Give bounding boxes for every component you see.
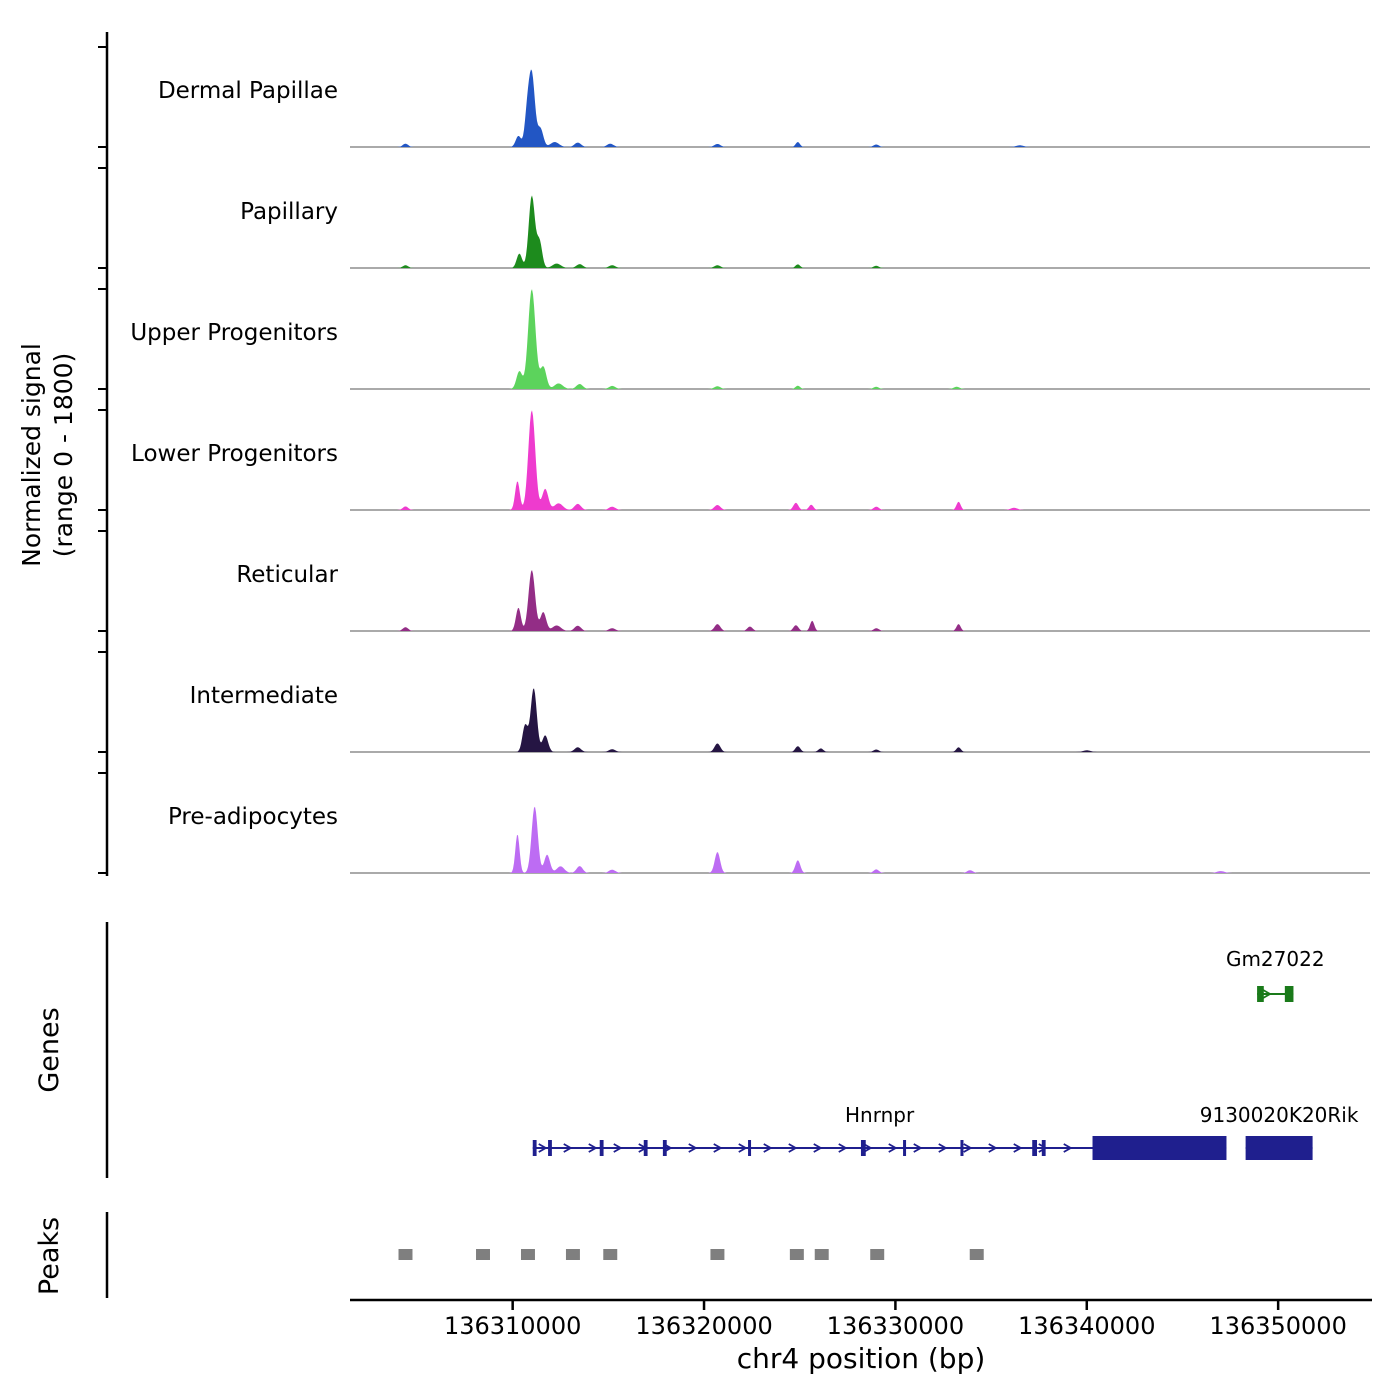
x-tick-label: 136340000 <box>1018 1312 1155 1340</box>
peak-box <box>398 1249 413 1260</box>
exon <box>1041 1140 1046 1156</box>
strand-arrow-icon <box>713 1143 723 1153</box>
signal-track: Intermediate <box>190 683 1370 753</box>
peak-box <box>476 1249 490 1260</box>
exon <box>860 1140 866 1156</box>
strand-arrow-icon <box>688 1143 698 1153</box>
exon <box>532 1140 537 1156</box>
genes-layer: Gm27022 Hnrnpr 9130020K20Rik <box>532 947 1359 1160</box>
peak-box <box>565 1249 580 1260</box>
peak-box <box>603 1249 618 1260</box>
track-label: Reticular <box>236 562 338 588</box>
peak-box <box>710 1249 725 1260</box>
y-axis-label-line1: Normalized signal <box>17 343 46 567</box>
strand-arrow-icon <box>938 1143 948 1153</box>
x-axis-title: chr4 position (bp) <box>737 1342 986 1375</box>
x-tick-label: 136350000 <box>1209 1312 1346 1340</box>
gene-Hnrnpr: Hnrnpr <box>532 1103 1227 1160</box>
signal-track: Reticular <box>236 562 1370 632</box>
signal-track: Lower Progenitors <box>131 410 1370 511</box>
strand-arrow-icon <box>813 1143 823 1153</box>
track-label: Upper Progenitors <box>130 320 338 346</box>
gene-label: Gm27022 <box>1226 947 1325 971</box>
signal-y-ticks <box>98 46 107 874</box>
peaks-panel-label: Peaks <box>34 1217 65 1295</box>
x-tick-label: 136330000 <box>827 1312 964 1340</box>
peak-box <box>814 1249 829 1260</box>
peak-box <box>969 1249 984 1260</box>
strand-arrow-icon <box>1063 1143 1073 1153</box>
exon <box>1257 986 1264 1002</box>
strand-arrow-icon <box>1013 1143 1023 1153</box>
exon <box>662 1140 667 1156</box>
peak-box <box>520 1249 535 1260</box>
strand-arrow-icon <box>988 1143 998 1153</box>
strand-arrow-icon <box>888 1143 898 1153</box>
strand-arrow-icon <box>863 1143 873 1153</box>
gene-Gm27022: Gm27022 <box>1226 947 1325 1002</box>
track-label: Papillary <box>240 199 338 225</box>
track-label: Pre-adipocytes <box>168 804 338 830</box>
exon <box>1032 1140 1038 1156</box>
strand-arrow-icon <box>613 1143 623 1153</box>
strand-arrow-icon <box>763 1143 773 1153</box>
strand-arrow-icon <box>963 1143 973 1153</box>
track-label: Lower Progenitors <box>131 441 338 467</box>
gene-block <box>1245 1136 1313 1160</box>
gene-9130020K20Rik: 9130020K20Rik <box>1200 1103 1359 1160</box>
exon <box>599 1140 604 1156</box>
exon <box>548 1140 552 1156</box>
genes-panel-label: Genes <box>34 1007 65 1092</box>
gene-label: 9130020K20Rik <box>1200 1103 1359 1127</box>
peak-box <box>789 1249 804 1260</box>
gene-block <box>1092 1136 1227 1160</box>
signal-track: Pre-adipocytes <box>168 804 1370 874</box>
exon <box>1284 986 1294 1002</box>
x-tick-label: 136310000 <box>444 1312 581 1340</box>
signal-track: Dermal Papillae <box>158 69 1370 148</box>
strand-arrow-icon <box>913 1143 923 1153</box>
signal-track: Papillary <box>240 195 1370 269</box>
strand-arrow-icon <box>1262 989 1272 999</box>
x-tick-label: 136320000 <box>635 1312 772 1340</box>
strand-arrow-icon <box>1038 1143 1048 1153</box>
strand-arrow-icon <box>738 1143 748 1153</box>
peaks-layer <box>398 1249 984 1260</box>
track-label: Dermal Papillae <box>158 78 338 104</box>
strand-arrow-icon <box>838 1143 848 1153</box>
exon <box>643 1140 648 1156</box>
exon <box>748 1140 752 1156</box>
strand-arrow-icon <box>788 1143 798 1153</box>
signal-tracks-layer: Dermal Papillae Papillary Upper Progenitor… <box>130 69 1370 874</box>
strand-arrow-icon <box>538 1143 548 1153</box>
exon <box>903 1140 907 1156</box>
exon <box>960 1140 964 1156</box>
x-axis-ticks: 136310000 136320000 136330000 136340000 1363… <box>444 1300 1347 1340</box>
strand-arrow-icon <box>588 1143 598 1153</box>
y-axis-label-line2: (range 0 - 1800) <box>49 353 78 558</box>
gene-label: Hnrnpr <box>845 1103 915 1127</box>
peak-box <box>870 1249 885 1260</box>
strand-arrow-icon <box>563 1143 573 1153</box>
signal-track: Upper Progenitors <box>130 289 1370 390</box>
track-label: Intermediate <box>190 683 338 709</box>
